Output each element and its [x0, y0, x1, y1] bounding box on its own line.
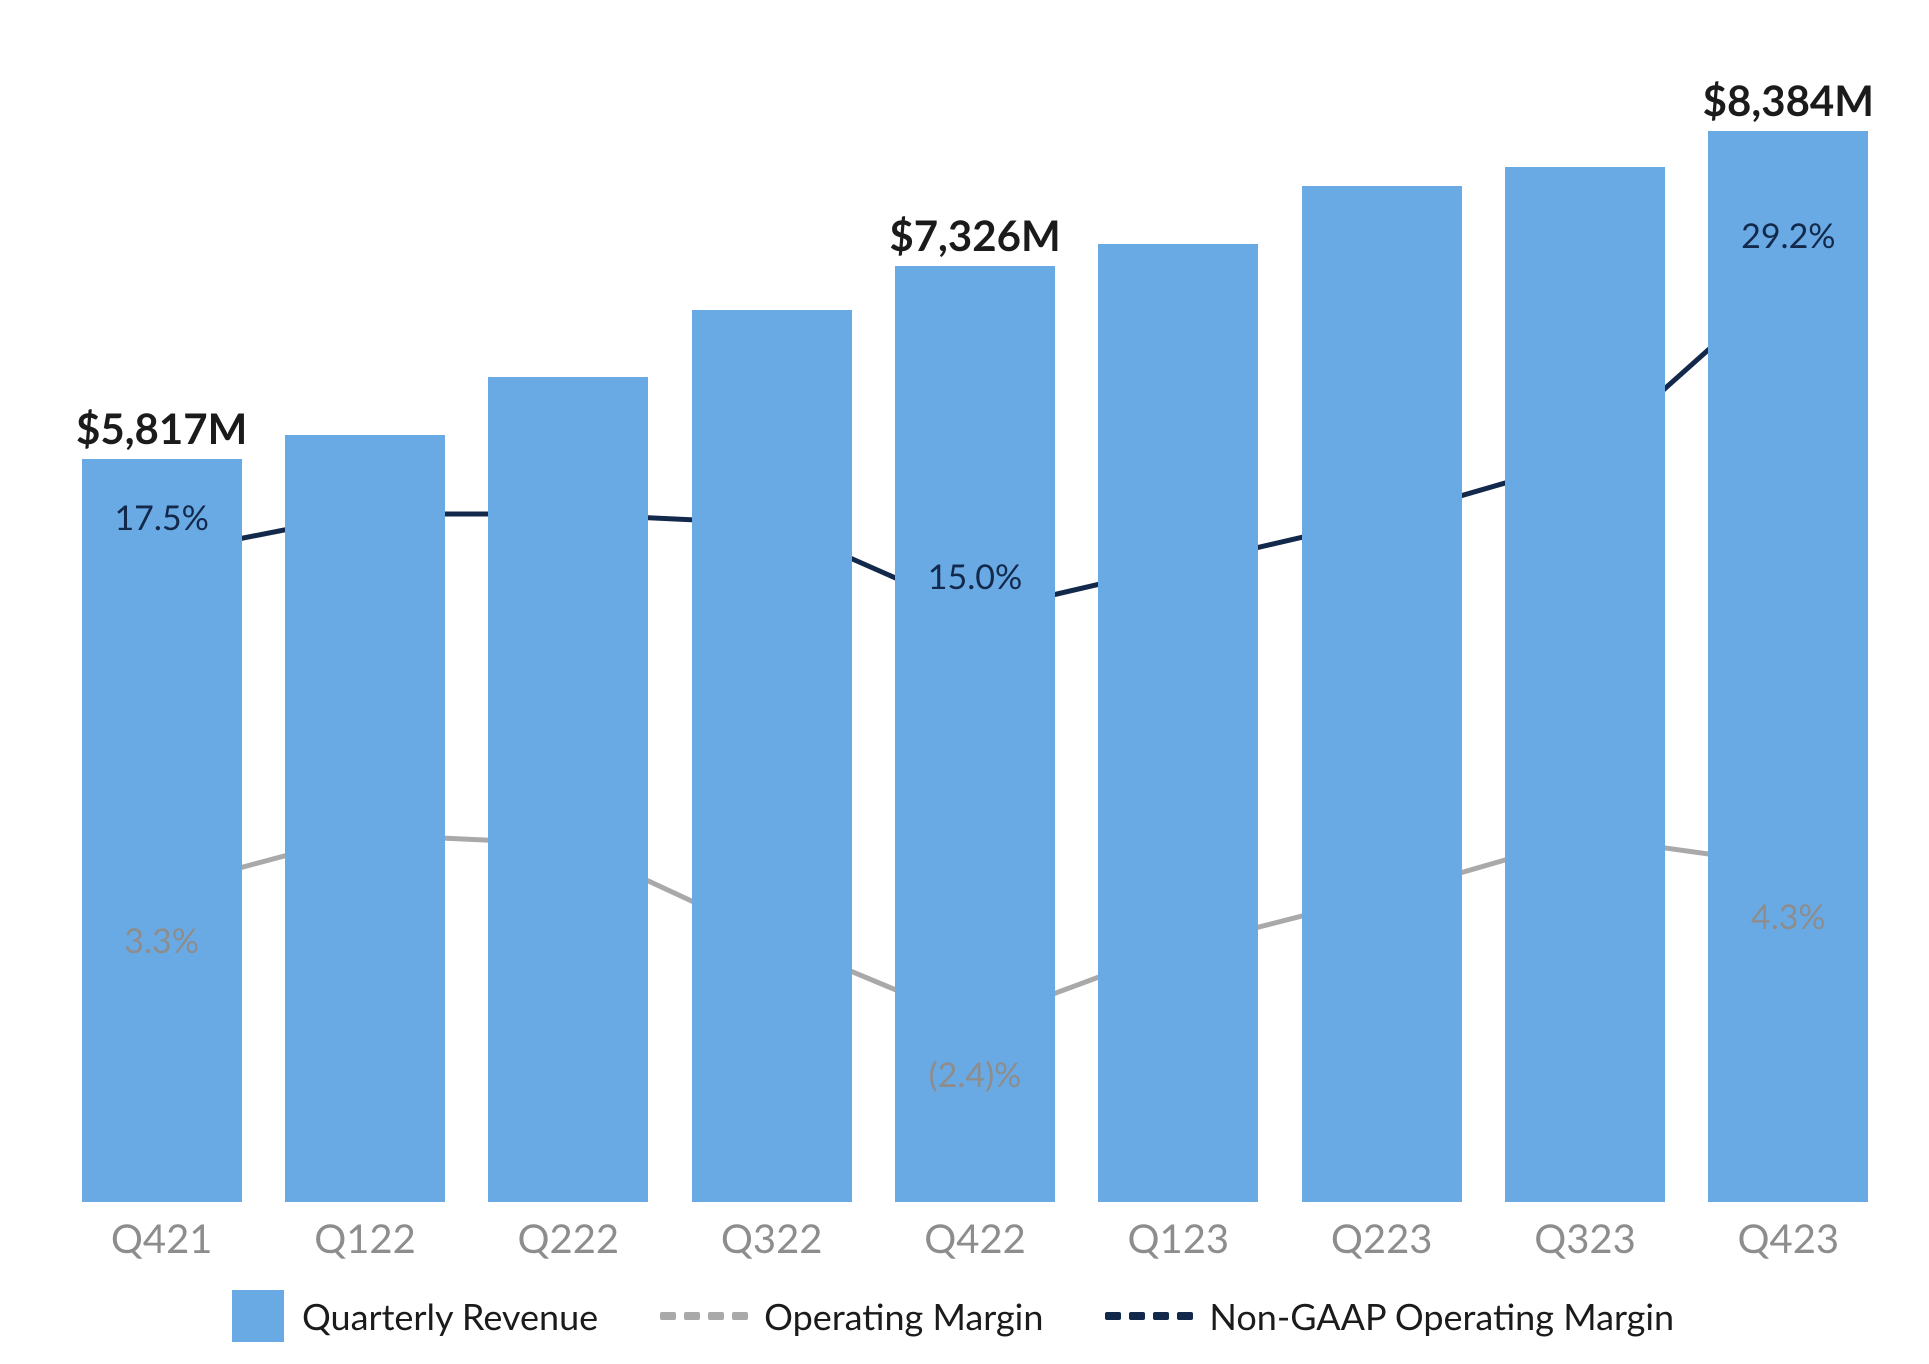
revenue-bar	[1098, 244, 1258, 1202]
plot-area: $5,817M $7,326M $8,384M 17.5% 15.0% 29.2% 3.3%…	[60, 24, 1890, 1202]
legend-swatch	[660, 1305, 746, 1327]
op_margin-label: 4.3%	[1751, 896, 1826, 937]
op_margin-label: 3.3%	[124, 920, 199, 961]
legend-label: Non-GAAP Operating Margin	[1209, 1294, 1674, 1338]
x-axis-label: Q423	[1738, 1214, 1840, 1262]
op_margin-label: (2.4)%	[929, 1054, 1022, 1095]
x-axis-label: Q421	[111, 1214, 213, 1262]
revenue-bar	[285, 435, 445, 1202]
legend-swatch	[232, 1290, 284, 1342]
revenue-bar	[488, 377, 648, 1202]
revenue-callout: $8,384M	[1703, 75, 1874, 125]
legend-swatch	[1105, 1305, 1191, 1327]
non_gaap_op_margin-label: 17.5%	[114, 497, 208, 538]
x-axis-label: Q323	[1534, 1214, 1636, 1262]
revenue-bar	[1302, 186, 1462, 1202]
x-axis-label: Q322	[721, 1214, 823, 1262]
legend-item: Operating Margin	[660, 1294, 1043, 1338]
legend-item: Quarterly Revenue	[232, 1290, 598, 1342]
x-axis-label: Q422	[924, 1214, 1026, 1262]
revenue-callout: $5,817M	[76, 403, 247, 453]
legend: Quarterly Revenue Operating Margin Non-GAA…	[232, 1290, 1674, 1342]
revenue-bar	[1708, 131, 1868, 1202]
x-axis-label: Q223	[1331, 1214, 1433, 1262]
revenue-bar	[1505, 167, 1665, 1202]
x-axis-label: Q222	[518, 1214, 620, 1262]
revenue-bar	[692, 310, 852, 1202]
non_gaap_op_margin-label: 29.2%	[1741, 215, 1835, 256]
revenue-bar	[82, 459, 242, 1202]
legend-label: Operating Margin	[764, 1294, 1043, 1338]
x-axis-label: Q123	[1128, 1214, 1230, 1262]
legend-item: Non-GAAP Operating Margin	[1105, 1294, 1674, 1338]
revenue-callout: $7,326M	[889, 210, 1060, 260]
x-axis-label: Q122	[314, 1214, 416, 1262]
legend-label: Quarterly Revenue	[302, 1294, 598, 1338]
revenue-margin-chart: $5,817M $7,326M $8,384M 17.5% 15.0% 29.2% 3.3%…	[0, 0, 1929, 1364]
non_gaap_op_margin-label: 15.0%	[928, 556, 1022, 597]
